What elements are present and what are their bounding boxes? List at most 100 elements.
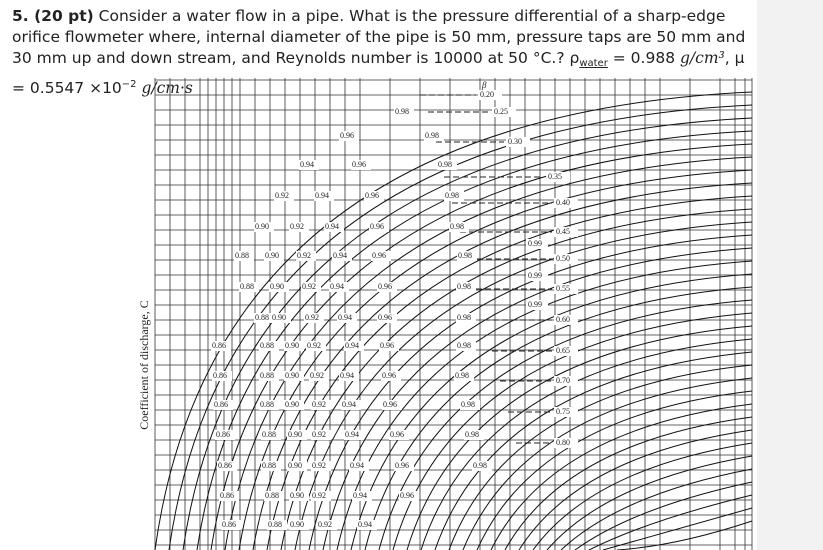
curve-label: 0.88 (260, 400, 274, 409)
label-box (254, 222, 274, 232)
curve-label: 0.90 (288, 461, 302, 470)
density-value: = 0.988 (612, 49, 676, 67)
label-box (274, 191, 294, 201)
beta-label: 0.80 (556, 438, 570, 447)
label-box (444, 191, 464, 201)
label-box (284, 400, 304, 410)
label-box (344, 341, 364, 351)
curve-label: 0.86 (216, 430, 230, 439)
label-box (472, 461, 492, 471)
label-box (554, 346, 578, 356)
label-box (221, 520, 241, 530)
curve-label: 0.96 (340, 131, 354, 140)
label-box (554, 284, 578, 294)
curve-label: 0.88 (265, 491, 279, 500)
curve-label: 0.98 (438, 160, 452, 169)
curve-label: 0.88 (260, 341, 274, 350)
label-box (289, 491, 309, 501)
label-box (284, 341, 304, 351)
label-box (254, 313, 274, 323)
label-box (217, 461, 237, 471)
viscosity: , μ = 0.5547 ×10 (12, 49, 745, 98)
beta-label: 0.20 (480, 90, 494, 99)
curve-label: 0.92 (318, 520, 332, 529)
label-box (456, 341, 476, 351)
label-box (317, 520, 337, 530)
label-box (457, 251, 477, 261)
curve-label: 0.92 (307, 341, 321, 350)
label-box (341, 400, 361, 410)
curve-label: 0.94 (330, 282, 344, 291)
label-box (554, 227, 578, 237)
curve (154, 91, 753, 550)
curve-label: 0.96 (380, 341, 394, 350)
curve-label: 0.86 (222, 520, 236, 529)
curve-label: 0.86 (213, 371, 227, 380)
label-box (371, 251, 391, 261)
curve-label: 0.86 (214, 400, 228, 409)
label-box (339, 131, 359, 141)
label-box (379, 341, 399, 351)
curve-label: 0.96 (370, 222, 384, 231)
label-box (311, 491, 331, 501)
curve (574, 481, 753, 550)
curve-label: 0.98 (461, 400, 475, 409)
label-box (554, 198, 578, 208)
curve-label: 0.94 (350, 461, 364, 470)
beta-label: 0.40 (556, 198, 570, 207)
curve-label: 0.98 (445, 191, 459, 200)
curve-label: 0.94 (358, 520, 372, 529)
curve (196, 130, 753, 550)
label-box (437, 160, 457, 170)
label-box (311, 461, 331, 471)
curve-label: 0.90 (290, 491, 304, 500)
curve-label: 0.96 (372, 251, 386, 260)
curve-label: 0.92 (297, 251, 311, 260)
label-box (394, 107, 414, 117)
beta-label: 0.65 (556, 346, 570, 355)
label-box (213, 400, 233, 410)
label-box (289, 222, 309, 232)
label-box (259, 371, 279, 381)
label-box (264, 251, 284, 261)
label-box (299, 160, 319, 170)
beta-label: 0.55 (556, 284, 570, 293)
label-box (339, 371, 359, 381)
label-box (546, 172, 570, 182)
label-box (492, 107, 516, 117)
curve-label: 0.98 (450, 222, 464, 231)
label-box (399, 491, 419, 501)
label-box (526, 271, 548, 281)
label-box (464, 430, 484, 440)
curve-label: 0.94 (353, 491, 367, 500)
curve (518, 429, 753, 550)
label-box (301, 282, 321, 292)
curve-label: 0.90 (270, 282, 284, 291)
question-label: 5. (20 pt) (12, 7, 94, 25)
curve-label: 0.90 (255, 222, 269, 231)
label-box (554, 438, 578, 448)
label-box (284, 371, 304, 381)
curve-label: 0.90 (265, 251, 279, 260)
label-box (311, 430, 331, 440)
label-box (296, 251, 316, 261)
curve (406, 325, 753, 550)
curve (602, 507, 753, 550)
curve-label: 0.98 (458, 251, 472, 260)
curve-label: 0.90 (272, 313, 286, 322)
curve-label: 0.92 (312, 461, 326, 470)
curve-label: 0.88 (262, 461, 276, 470)
curve (364, 286, 753, 550)
beta-label: 0.45 (556, 227, 570, 236)
curve (168, 104, 753, 550)
curve (420, 338, 753, 550)
label-box (267, 520, 287, 530)
label-box (454, 371, 474, 381)
viscosity-unit: g/cm·s (141, 79, 193, 98)
label-box (309, 371, 329, 381)
curve-label: 0.88 (268, 520, 282, 529)
label-box (332, 251, 352, 261)
curve-label: 0.99 (528, 271, 542, 280)
side-strip (757, 0, 823, 550)
curve-label: 0.94 (345, 430, 359, 439)
